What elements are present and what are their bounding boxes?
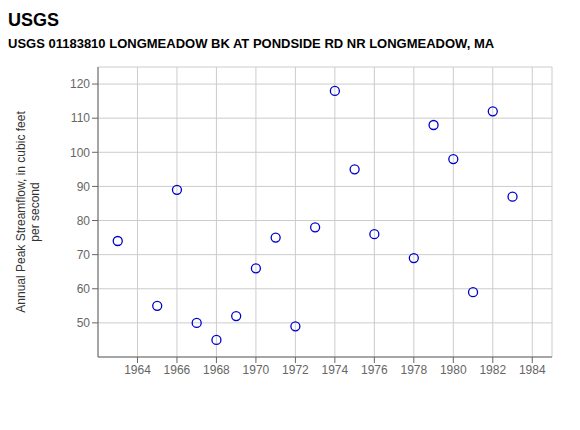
svg-text:1972: 1972 <box>282 363 309 377</box>
svg-text:100: 100 <box>70 146 90 160</box>
svg-text:1968: 1968 <box>203 363 230 377</box>
svg-text:1984: 1984 <box>519 363 546 377</box>
svg-text:110: 110 <box>71 111 90 125</box>
html-text:USGS: USGS <box>8 10 59 30</box>
svg-text:Annual Peak Streamflow, in cub: Annual Peak Streamflow, in cubic feetper… <box>14 111 42 313</box>
svg-text:1964: 1964 <box>124 363 151 377</box>
html-text:USGS 01183810 LONGMEADOW BK AT: USGS 01183810 LONGMEADOW BK AT PONDSIDE … <box>8 36 495 51</box>
svg-text:1974: 1974 <box>322 363 349 377</box>
svg-text:60: 60 <box>77 282 91 296</box>
svg-text:1980: 1980 <box>440 363 467 377</box>
svg-text:120: 120 <box>70 77 90 91</box>
svg-text:1966: 1966 <box>164 363 191 377</box>
svg-text:1978: 1978 <box>400 363 427 377</box>
svg-text:80: 80 <box>77 214 91 228</box>
svg-text:90: 90 <box>77 180 91 194</box>
svg-text:70: 70 <box>77 248 91 262</box>
svg-text:1976: 1976 <box>361 363 388 377</box>
svg-text:1970: 1970 <box>243 363 270 377</box>
svg-text:1982: 1982 <box>479 363 506 377</box>
svg-text:50: 50 <box>77 316 91 330</box>
